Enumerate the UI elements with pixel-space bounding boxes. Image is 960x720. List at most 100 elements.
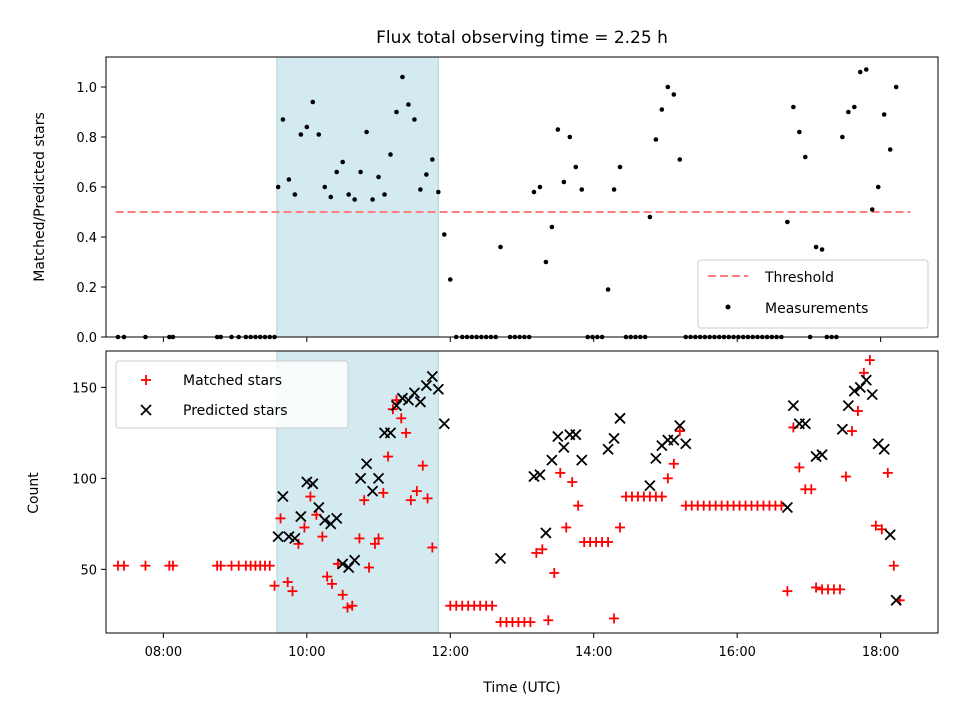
- matched-star-point: [864, 355, 875, 366]
- bottom-x-ticks: 08:00 10:00 12:00 14:00 16:00 18:00: [145, 633, 899, 660]
- measurement-point: [887, 147, 893, 152]
- matched-star-point: [525, 617, 536, 628]
- measurement-point: [441, 232, 447, 237]
- matched-star-point: [662, 473, 673, 484]
- top-y-tick-label: 0.6: [76, 181, 97, 196]
- measurement-point: [292, 192, 298, 197]
- matched-star-point: [417, 460, 428, 471]
- measurement-point: [840, 134, 845, 140]
- matched-star-point: [487, 600, 498, 611]
- measurement-point: [797, 129, 802, 135]
- matched-star-point: [567, 476, 578, 487]
- matched-star-point: [317, 531, 328, 542]
- legend-measurements-label: Measurements: [765, 301, 868, 317]
- measurement-point: [394, 109, 399, 115]
- measurement-point: [611, 187, 617, 192]
- matched-star-point: [782, 586, 793, 597]
- predicted-star-point: [360, 458, 373, 470]
- measurement-point: [875, 184, 881, 190]
- predicted-star-point: [644, 479, 656, 492]
- matched-star-point: [282, 577, 293, 588]
- predicted-star-point: [343, 561, 355, 574]
- bottom-y-tick-label: 150: [72, 381, 97, 396]
- measurement-point: [671, 92, 677, 97]
- legend-x-marker: [140, 404, 152, 416]
- measurement-point: [531, 189, 537, 195]
- predicted-star-point: [614, 412, 626, 424]
- matched-star-point: [656, 491, 667, 502]
- matched-star-point: [846, 426, 857, 437]
- top-panel: 0.0 0.2 0.4 0.6 0.8 1.0 Matched/Predicted sta…: [32, 56, 939, 346]
- bottom-x-tick-label: 10:00: [288, 645, 325, 660]
- top-axes-frame: [105, 56, 939, 338]
- predicted-star-point: [366, 485, 379, 497]
- measurement-point: [286, 177, 292, 182]
- matched-star-point: [537, 544, 548, 555]
- measurement-point: [617, 164, 623, 170]
- matched-star-point: [840, 471, 851, 482]
- matched-star-point: [811, 582, 822, 593]
- predicted-star-point: [848, 385, 860, 397]
- measurement-point: [328, 194, 334, 200]
- measurement-point: [819, 247, 825, 252]
- top-y-tick-label: 0.2: [76, 281, 97, 296]
- measurement-point: [340, 159, 345, 165]
- predicted-star-point: [390, 399, 403, 412]
- matched-star-point: [401, 427, 412, 438]
- predicted-star-point: [426, 370, 438, 383]
- bottom-x-tick-label: 12:00: [432, 645, 469, 660]
- predicted-star-point: [534, 469, 546, 481]
- measurement-point: [352, 197, 357, 202]
- matched-star-point: [275, 513, 286, 524]
- measurement-point: [310, 99, 316, 105]
- predicted-star-point: [289, 532, 301, 545]
- predicted-star-point: [277, 490, 289, 503]
- bottom-x-tick-label: 16:00: [718, 645, 755, 660]
- matched-star-point: [287, 586, 298, 597]
- matched-star-point: [555, 467, 566, 478]
- legend-measurements-swatch: [725, 304, 731, 310]
- matched-star-point: [269, 580, 280, 591]
- matched-star-point: [794, 462, 805, 473]
- measurement-point: [677, 157, 683, 162]
- predicted-star-point: [674, 419, 686, 432]
- measurement-point: [846, 109, 851, 115]
- matched-star-point: [615, 522, 626, 533]
- predicted-star-point: [307, 478, 319, 490]
- measurement-point: [573, 164, 579, 170]
- legend-predicted-swatch: [140, 404, 152, 416]
- predicted-star-point: [570, 429, 582, 441]
- matched-star-point: [427, 542, 438, 553]
- matched-star-point: [347, 600, 358, 611]
- matched-star-point: [322, 571, 333, 582]
- matched-star-point: [264, 560, 275, 571]
- matched-star-point: [118, 560, 129, 571]
- bottom-x-tick-label: 08:00: [145, 645, 182, 660]
- top-y-tick-label: 1.0: [76, 81, 97, 96]
- matched-star-point: [311, 509, 322, 520]
- measurement-point: [447, 277, 453, 282]
- measurement-point: [803, 154, 808, 160]
- measurement-point: [364, 129, 369, 135]
- bottom-x-tick-label: 14:00: [575, 645, 612, 660]
- matched-star-point: [293, 538, 304, 549]
- predicted-star-point: [331, 512, 343, 525]
- predicted-star-point: [408, 387, 421, 399]
- predicted-star-point: [890, 594, 902, 606]
- measurement-point: [567, 134, 573, 140]
- predicted-star-point: [414, 396, 427, 408]
- measurement-point: [893, 84, 899, 90]
- measurement-point: [579, 187, 585, 192]
- predicted-star-point: [866, 389, 878, 401]
- predicted-star-point: [402, 394, 415, 406]
- x-axis-label: Time (UTC): [482, 680, 560, 696]
- bottom-x-tick-label: 18:00: [862, 645, 899, 660]
- matched-star-point: [834, 584, 845, 595]
- predicted-stars-points: [272, 370, 902, 606]
- matched-star-point: [858, 367, 869, 378]
- matched-star-point: [870, 520, 881, 531]
- predicted-star-point: [558, 441, 570, 454]
- matched-star-point: [549, 567, 560, 578]
